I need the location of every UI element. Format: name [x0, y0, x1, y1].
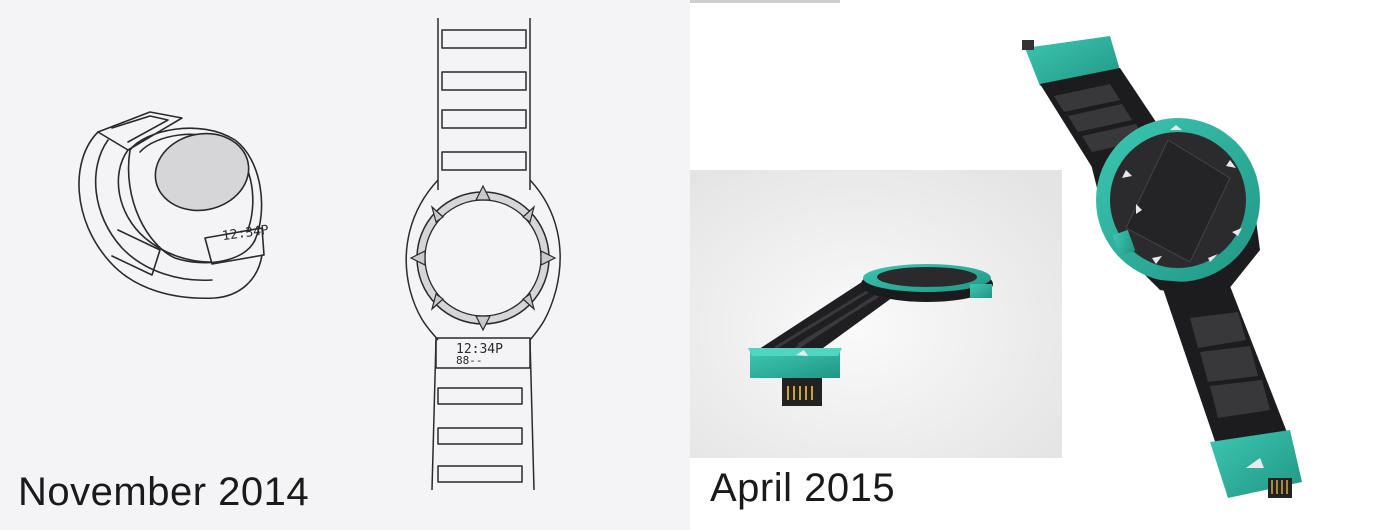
lying-watch-render	[748, 264, 993, 406]
diagonal-watch-render	[1022, 36, 1302, 498]
render-scene	[690, 0, 1302, 498]
render-caption: April 2015	[710, 466, 896, 510]
frontal-sketch-display-date: 88--	[456, 354, 483, 367]
arrow-logo-icon	[796, 350, 808, 356]
perspective-watch-sketch	[78, 18, 561, 491]
frontal-watch-sketch	[405, 18, 561, 491]
render-backdrop	[690, 170, 1062, 458]
sketch-caption: November 2014	[18, 470, 310, 514]
frontal-sketch-display-time: 12:34P	[456, 342, 503, 357]
watch-face-sketch	[154, 132, 250, 212]
render-panel: April 2015	[690, 0, 1400, 530]
sketch-panel: 12:34P 12:34P 88-- November 2014	[0, 0, 690, 530]
